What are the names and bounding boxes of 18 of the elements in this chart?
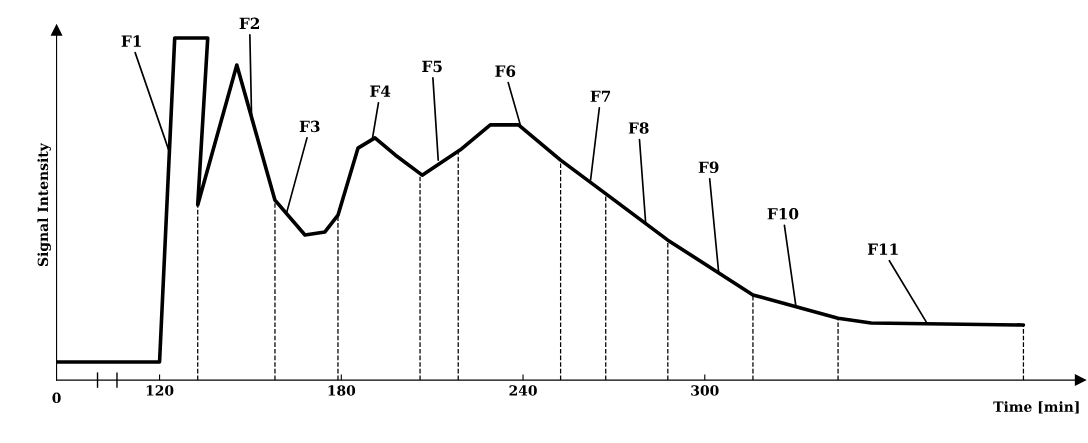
annotation: F1 bbox=[121, 35, 141, 47]
annotation: F8 bbox=[628, 122, 649, 134]
y-axis-title: Signal Intensity bbox=[37, 142, 52, 267]
annotation: F9 bbox=[698, 161, 719, 174]
x-axis-title: Time [min] bbox=[993, 401, 1079, 414]
annotation: F11 bbox=[867, 243, 898, 255]
x-tick-label: 300 bbox=[691, 385, 719, 396]
x-tick-label: 120 bbox=[146, 385, 174, 396]
text: 0 bbox=[52, 392, 61, 404]
annotation: F6 bbox=[495, 65, 516, 77]
annotation: F10 bbox=[767, 208, 799, 220]
annotation: F5 bbox=[422, 60, 442, 73]
annotation: F7 bbox=[590, 90, 611, 102]
annotation: F2 bbox=[239, 17, 260, 29]
annotation: F4 bbox=[370, 85, 391, 97]
x-tick-label: 180 bbox=[328, 385, 356, 396]
annotation: F3 bbox=[299, 120, 320, 133]
x-tick-label: 240 bbox=[509, 385, 537, 396]
